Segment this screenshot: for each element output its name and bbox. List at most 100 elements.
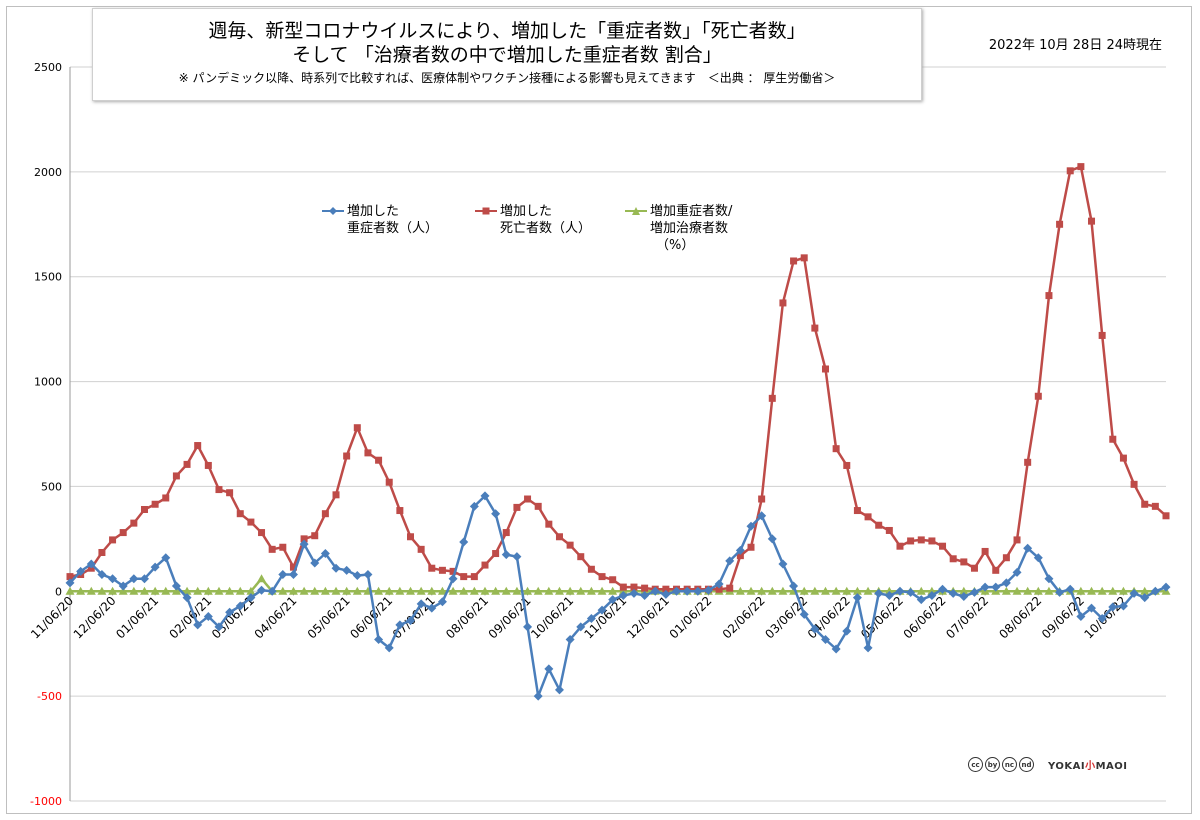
data-point-deaths	[311, 532, 319, 540]
data-point-ratio	[810, 586, 820, 595]
data-point-ratio	[235, 586, 245, 595]
data-point-severe	[789, 581, 799, 591]
data-point-ratio	[384, 586, 394, 595]
data-point-ratio	[767, 586, 777, 595]
data-point-severe	[852, 593, 862, 603]
data-point-deaths	[843, 461, 851, 469]
data-point-deaths	[779, 299, 787, 307]
data-point-severe	[512, 552, 522, 562]
data-point-severe	[214, 622, 224, 632]
data-point-deaths	[853, 507, 861, 515]
data-point-severe	[97, 570, 107, 580]
data-point-severe	[182, 593, 192, 603]
data-point-deaths	[460, 573, 468, 581]
cc-by-icon: by	[985, 757, 1000, 772]
data-point-severe	[778, 559, 788, 569]
data-point-ratio	[374, 586, 384, 595]
series-line-deaths	[69, 165, 1167, 591]
data-point-severe	[320, 549, 330, 559]
data-point-ratio	[852, 586, 862, 595]
data-point-deaths	[470, 573, 478, 581]
data-point-severe	[352, 571, 362, 581]
data-point-severe	[693, 586, 703, 596]
data-point-severe	[118, 581, 128, 591]
data-point-ratio	[331, 586, 341, 595]
legend-marker-diamond-icon	[322, 207, 344, 215]
data-point-severe	[459, 537, 469, 547]
data-point-severe	[299, 539, 309, 549]
data-point-deaths	[885, 526, 893, 534]
data-point-severe	[1118, 601, 1128, 611]
data-point-deaths	[1066, 167, 1074, 175]
data-point-ratio	[565, 586, 575, 595]
data-point-severe	[810, 624, 820, 634]
data-point-deaths	[1098, 331, 1106, 339]
data-point-ratio	[139, 586, 149, 595]
data-point-deaths	[641, 584, 649, 592]
data-point-ratio	[171, 586, 181, 595]
data-point-deaths	[236, 510, 244, 518]
data-point-ratio	[342, 586, 352, 595]
y-tick-label: 500	[41, 480, 62, 493]
data-point-ratio	[352, 586, 362, 595]
data-point-deaths	[513, 503, 521, 511]
data-point-ratio	[959, 586, 969, 595]
data-point-severe	[842, 626, 852, 636]
data-point-deaths	[960, 558, 968, 566]
data-point-severe	[1044, 574, 1054, 584]
data-point-ratio	[618, 586, 628, 595]
data-point-deaths	[566, 541, 574, 549]
data-point-deaths	[364, 449, 372, 457]
data-point-deaths	[800, 254, 808, 262]
data-point-severe	[757, 511, 767, 521]
data-point-severe	[1129, 588, 1139, 598]
data-point-ratio	[65, 586, 75, 595]
data-point-severe	[533, 691, 543, 701]
data-point-deaths	[481, 561, 489, 569]
data-point-severe	[746, 521, 756, 531]
data-point-ratio	[523, 586, 533, 595]
data-point-severe	[161, 553, 171, 563]
data-point-ratio	[842, 586, 852, 595]
data-point-ratio	[863, 586, 873, 595]
x-tick-label: 01/06/21	[113, 594, 161, 642]
data-point-ratio	[735, 586, 745, 595]
data-point-severe	[86, 559, 96, 569]
data-point-deaths	[1034, 392, 1042, 400]
data-point-ratio	[576, 586, 586, 595]
data-point-deaths	[992, 566, 1000, 574]
data-point-ratio	[86, 586, 96, 595]
data-point-deaths	[1077, 163, 1085, 171]
data-point-ratio	[586, 586, 596, 595]
data-point-ratio	[278, 586, 288, 595]
x-tick-label: 04/06/21	[252, 594, 300, 642]
data-point-deaths	[896, 542, 904, 550]
data-point-severe	[193, 620, 203, 630]
data-point-deaths	[630, 583, 638, 591]
data-point-severe	[1076, 611, 1086, 621]
data-point-deaths	[194, 442, 202, 450]
data-point-severe	[108, 574, 118, 584]
data-point-severe	[374, 635, 384, 645]
data-point-ratio	[608, 586, 618, 595]
data-point-severe	[586, 614, 596, 624]
data-point-deaths	[1056, 220, 1064, 228]
data-point-ratio	[182, 586, 192, 595]
legend-label-severe-2: 重症者数（人）	[347, 221, 439, 236]
x-tick-label: 10/06/21	[528, 594, 576, 642]
data-point-ratio	[831, 586, 841, 595]
data-point-severe	[703, 585, 713, 595]
data-point-ratio	[544, 586, 554, 595]
data-point-deaths	[502, 529, 510, 537]
date-stamp: 2022年 10月 28日 24時現在	[988, 38, 1162, 53]
data-point-severe	[948, 588, 958, 598]
credits: cc by nc nd YOKAI小MAOI	[968, 757, 1128, 772]
data-point-severe	[278, 570, 288, 580]
data-point-severe	[1097, 614, 1107, 624]
data-point-severe	[427, 603, 437, 613]
data-point-ratio	[257, 574, 267, 583]
data-point-ratio	[884, 586, 894, 595]
data-point-severe	[448, 574, 458, 584]
data-point-deaths	[875, 521, 883, 529]
cc-nd-icon: nd	[1019, 757, 1034, 772]
